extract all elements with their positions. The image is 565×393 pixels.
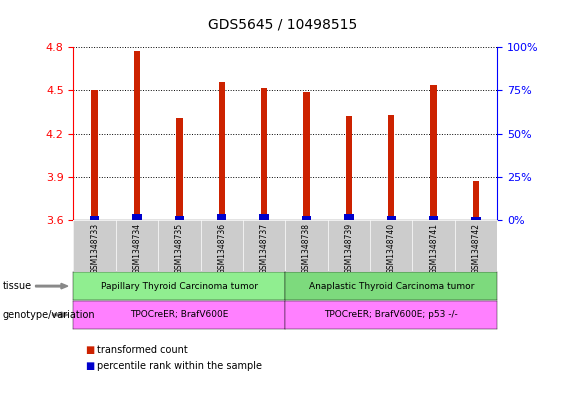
Text: genotype/variation: genotype/variation: [3, 310, 95, 320]
Text: GSM1348741: GSM1348741: [429, 222, 438, 274]
Bar: [90, 216, 99, 220]
Text: GSM1348738: GSM1348738: [302, 222, 311, 274]
Bar: [471, 217, 481, 220]
Bar: [259, 214, 269, 220]
Text: TPOCreER; BrafV600E; p53 -/-: TPOCreER; BrafV600E; p53 -/-: [324, 310, 458, 319]
Bar: [386, 216, 396, 220]
Bar: [303, 92, 310, 220]
Bar: [429, 216, 438, 220]
Text: TPOCreER; BrafV600E: TPOCreER; BrafV600E: [130, 310, 229, 319]
Text: GSM1348740: GSM1348740: [387, 222, 396, 274]
Bar: [473, 181, 479, 220]
Bar: [261, 88, 267, 220]
Text: ■: ■: [85, 345, 94, 355]
Text: GSM1348742: GSM1348742: [472, 222, 480, 274]
Bar: [344, 214, 354, 220]
Text: GSM1348739: GSM1348739: [345, 222, 353, 274]
Text: Anaplastic Thyroid Carcinoma tumor: Anaplastic Thyroid Carcinoma tumor: [308, 282, 474, 290]
Bar: [132, 214, 142, 220]
Bar: [346, 116, 352, 220]
Bar: [176, 118, 182, 220]
Bar: [388, 115, 394, 220]
Bar: [134, 51, 140, 220]
Text: GSM1348734: GSM1348734: [133, 222, 141, 274]
Text: GSM1348735: GSM1348735: [175, 222, 184, 274]
Text: GSM1348736: GSM1348736: [218, 222, 226, 274]
Bar: [92, 90, 98, 220]
Text: ■: ■: [85, 361, 94, 371]
Bar: [302, 216, 311, 220]
Text: percentile rank within the sample: percentile rank within the sample: [97, 361, 262, 371]
Text: Papillary Thyroid Carcinoma tumor: Papillary Thyroid Carcinoma tumor: [101, 282, 258, 290]
Text: GSM1348737: GSM1348737: [260, 222, 268, 274]
Bar: [219, 82, 225, 220]
Text: tissue: tissue: [3, 281, 32, 291]
Bar: [175, 216, 184, 220]
Bar: [217, 214, 227, 220]
Text: GDS5645 / 10498515: GDS5645 / 10498515: [208, 18, 357, 32]
Bar: [431, 84, 437, 220]
Text: transformed count: transformed count: [97, 345, 188, 355]
Text: GSM1348733: GSM1348733: [90, 222, 99, 274]
